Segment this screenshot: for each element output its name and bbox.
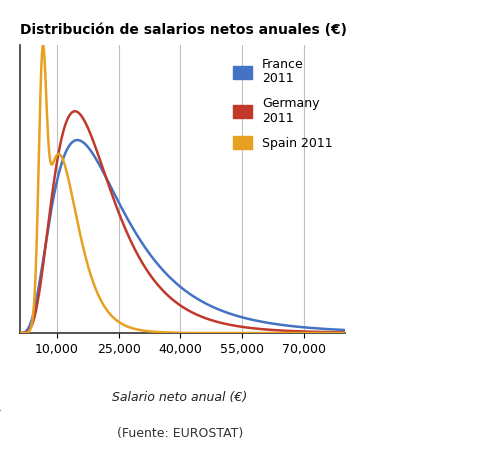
Text: (Fuente: EUROSTAT): (Fuente: EUROSTAT) bbox=[117, 427, 243, 440]
Text: Salario neto anual (€): Salario neto anual (€) bbox=[112, 391, 247, 404]
Legend: France
2011, Germany
2011, Spain 2011: France 2011, Germany 2011, Spain 2011 bbox=[227, 51, 339, 156]
Text: Distribución de salarios netos anuales (€): Distribución de salarios netos anuales (… bbox=[20, 23, 347, 37]
